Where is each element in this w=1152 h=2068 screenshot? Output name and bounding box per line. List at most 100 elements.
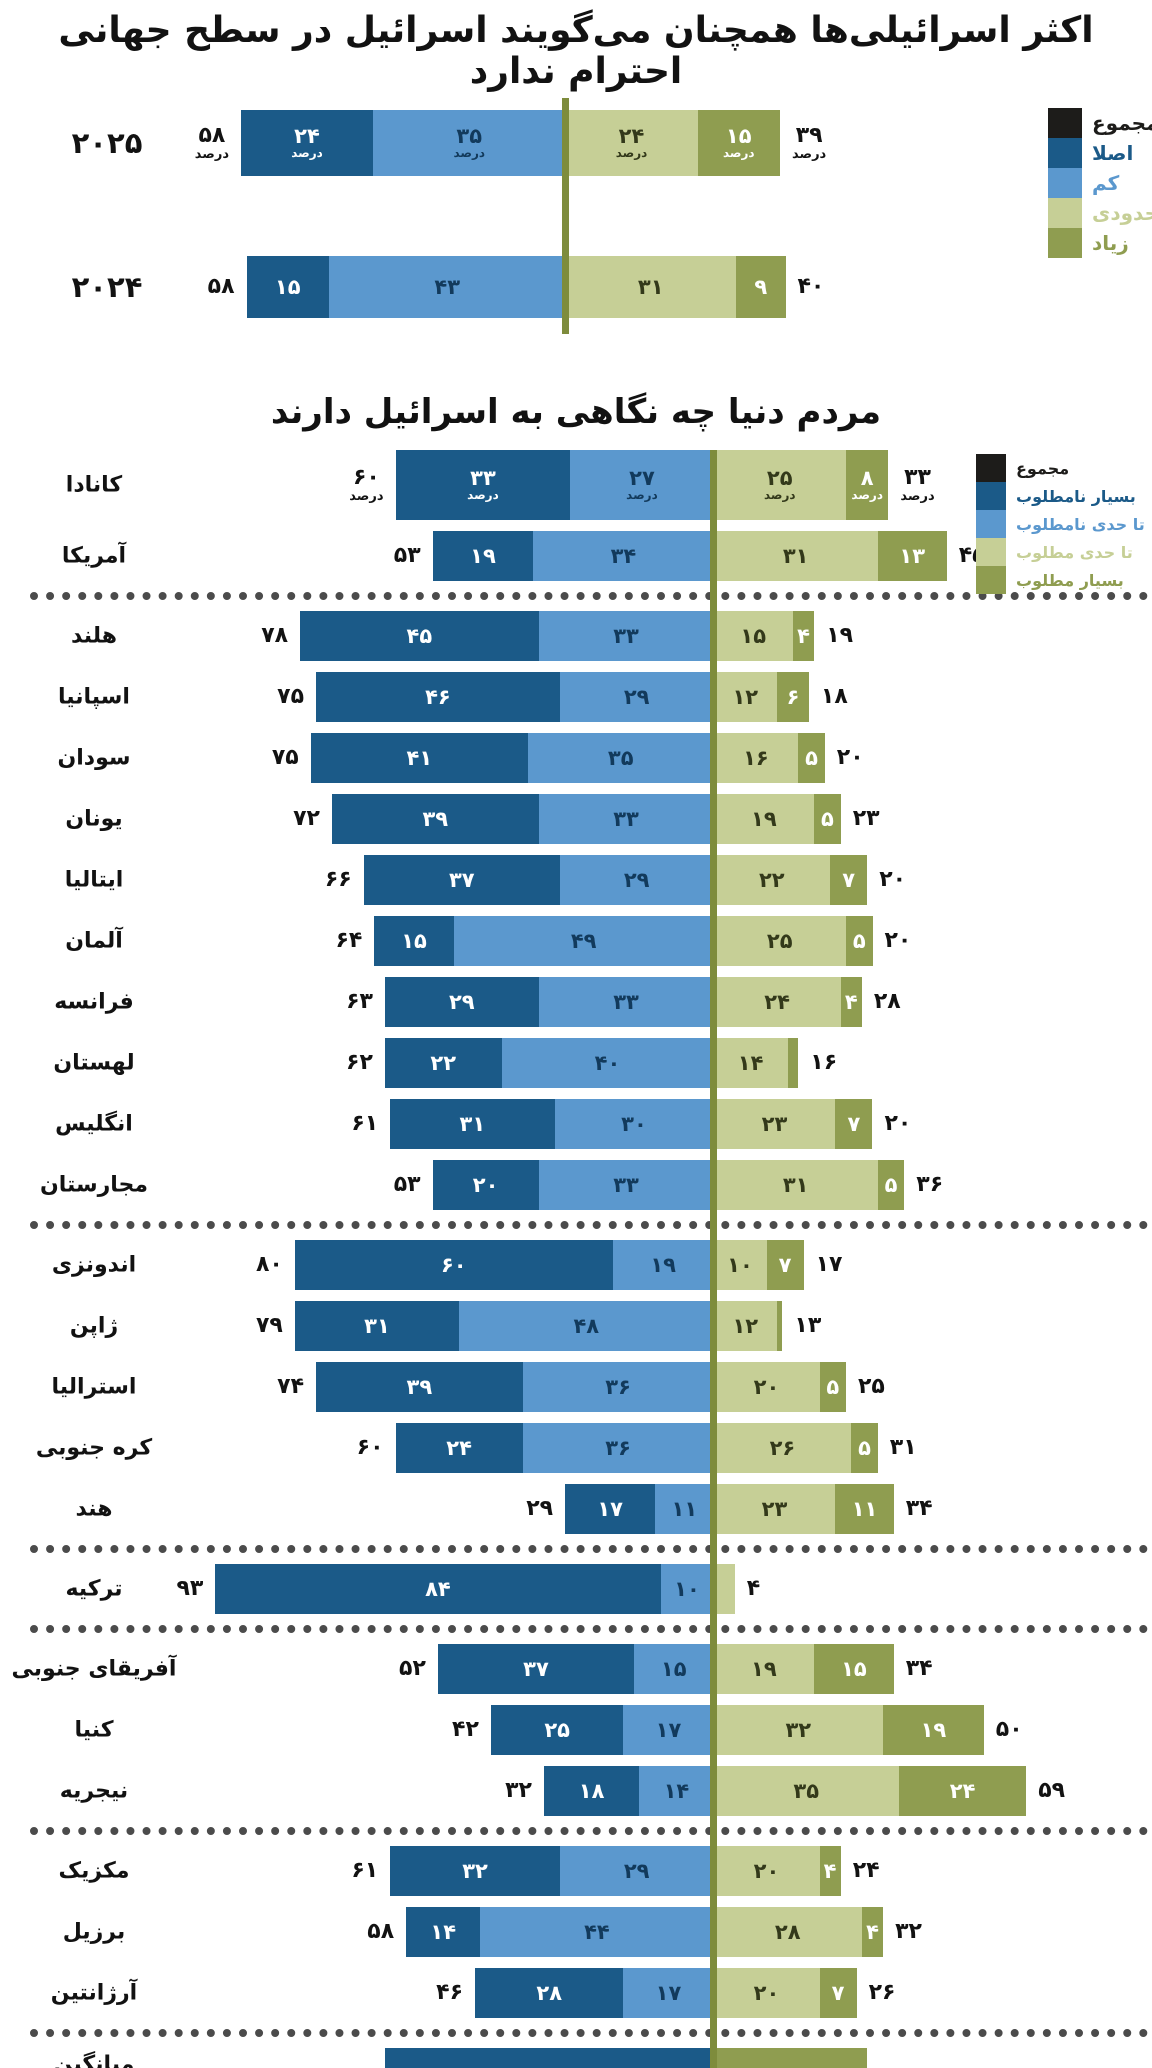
segment-value: ۳۱ — [637, 274, 664, 299]
total-value: ۱۳ — [794, 1312, 822, 1338]
legend-label: مجموع — [1016, 458, 1070, 478]
favorable-bar-group: ۲۹ — [713, 2048, 868, 2068]
total-value: ۶۴ — [335, 927, 363, 953]
left-total: ۶۱ — [339, 1857, 390, 1883]
total-value: ۳۱ — [889, 1434, 917, 1460]
bar-segment-dark-blue: ۲۵ — [490, 1705, 624, 1755]
segment-value: ۳۳ — [613, 806, 639, 831]
total-value: ۵۳ — [393, 542, 421, 568]
left-total: ۷۵ — [265, 685, 316, 708]
country-row: ژاپن ۷۹ ۳۱ ۴۸ ۱۲ ۱۳ — [0, 1301, 1152, 1351]
country-row: فرانسه ۶۳ ۲۹ ۳۳ ۲۴ ۴ ۲۸ — [0, 977, 1152, 1027]
segment-value: ۴ — [823, 1858, 837, 1883]
country-row: کنیا ۴۲ ۲۵ ۱۷ ۳۲ ۱۹ ۵۰ — [0, 1705, 1152, 1755]
segment-value: ۲۰ — [753, 1980, 780, 2005]
legend-label: زیاد — [1092, 231, 1129, 255]
right-total: ۱۹ — [814, 624, 865, 647]
total-value: ۲۵ — [858, 1373, 885, 1399]
segment-value: ۲۰ — [753, 1858, 780, 1883]
segment-value: ۲۴ — [949, 1778, 976, 1803]
bar-segment-light-blue: ۱۴ — [639, 1766, 714, 1816]
segment-value: ۳۶ — [605, 1374, 631, 1399]
country-row: هند ۲۹ ۱۷ ۱۱ ۲۳ ۱۱ ۳۴ — [0, 1484, 1152, 1534]
total-value: ۴۰ — [797, 273, 825, 299]
favorable-bar-group: ۲۲ ۷ ۲۰ — [713, 855, 919, 905]
year-row: ۲۰۲۵ ۵۸ درصد ۲۴ درصد ۳۵ درصد ۲۴ درصد ۱۵ درصد ۳۹ درصد — [0, 110, 1152, 176]
left-total: ۶۳ — [334, 990, 385, 1013]
total-value: ۲۳ — [852, 805, 880, 831]
right-total: ۲۰ — [873, 929, 924, 952]
left-total: ۶۰ درصد — [337, 466, 395, 502]
country-label: ژاپن — [69, 1313, 119, 1339]
favorable-bar-group: ۲۴ ۴ ۲۸ — [713, 977, 913, 1027]
bar-segment-olive: ۵ — [846, 916, 873, 966]
country-label: مکزیک — [58, 1858, 130, 1884]
left-total: ۵۳ — [382, 1173, 433, 1196]
group-separator — [30, 1625, 1148, 1633]
total-percent-word: درصد — [900, 488, 935, 504]
left-total: ۶۲ — [334, 1051, 385, 1074]
main-chart-legend: مجموع بسیار نامطلوب تا حدی نامطلوب تا حدی م… — [976, 454, 1145, 594]
segment-value: ۱۱ — [851, 1496, 878, 1521]
bar-segment-light-blue: ۱۹ — [612, 1240, 714, 1290]
total-value: ۶۱ — [351, 1857, 379, 1883]
right-total: ۳۶ — [904, 1173, 955, 1196]
country-label: اسپانیا — [58, 684, 130, 710]
country-label: فرانسه — [54, 989, 134, 1015]
right-total: ۴ — [735, 1575, 772, 1601]
segment-value: ۲۳ — [761, 1496, 788, 1521]
right-total: ۲۰ — [867, 868, 918, 891]
bar-segment-light-olive: ۲۶ — [713, 1423, 852, 1473]
right-total: ۳۹ درصد — [780, 124, 838, 160]
unfavorable-bar-group: ۶۱ ۳۱ ۳۰ — [339, 1099, 714, 1149]
segment-value: ۳۱ — [364, 1313, 390, 1338]
left-total: ۷۸ — [249, 624, 300, 647]
segment-value: ۳۰ — [621, 1111, 647, 1136]
segment-value: ۲۸ — [774, 1919, 801, 1944]
bar-segment-light-olive: ۳۱ — [713, 531, 878, 581]
segment-value: ۳۳ — [613, 623, 639, 648]
segment-percent-word: درصد — [453, 146, 486, 161]
bar-segment-light-olive: ۳۵ — [713, 1766, 899, 1816]
country-row: استرالیا ۷۴ ۳۹ ۳۶ ۲۰ ۵ ۲۵ — [0, 1362, 1152, 1412]
bar-segment-light-olive: ۲۰ — [713, 1968, 820, 2018]
segment-value: ۲۴ — [618, 124, 645, 149]
bar-segment-dark-blue: ۳۳ درصد — [395, 450, 571, 520]
bar-segment-olive: ۴ — [819, 1846, 841, 1896]
unfavorable-bar-group: ۲۹ ۱۷ ۱۱ — [514, 1484, 714, 1534]
segment-value: ۳۹ — [406, 1374, 433, 1399]
bar-segment-dark-blue: ۱۷ — [565, 1484, 656, 1534]
unfavorable-bar-group: ۶۰ ۲۴ ۳۶ — [345, 1423, 714, 1473]
total-value: ۵۸ — [198, 123, 226, 149]
bar-segment-light-olive — [713, 1564, 735, 1614]
unfavorable-bar-group: ۷۸ ۴۵ ۳۳ — [249, 611, 714, 661]
bar-segment-light-blue: ۱۵ — [634, 1644, 714, 1694]
segment-value: ۳۵ — [456, 124, 483, 149]
bar-segment-light-olive: ۲۰ — [713, 1362, 820, 1412]
legend-swatch-olive — [1048, 228, 1082, 258]
bar-segment-dark-blue: ۳۱ — [294, 1301, 460, 1351]
favorable-bar-group: ۳۱ ۹ ۴۰ — [565, 256, 837, 318]
segment-value: ۴۹ — [570, 928, 597, 953]
bar-segment-dark-blue: ۲۴ — [395, 1423, 523, 1473]
segment-value: ۱۴ — [737, 1050, 764, 1075]
bar-segment-light-blue: ۳۳ — [538, 1160, 714, 1210]
segment-value: ۱۷ — [597, 1496, 623, 1521]
country-label: مجارستان — [39, 1172, 149, 1198]
total-value: ۴ — [746, 1575, 761, 1601]
unfavorable-bar-group: ۳۲ ۱۸ ۱۴ — [493, 1766, 714, 1816]
favorable-bar-group: ۱۴ ۱۶ — [713, 1038, 850, 1088]
bar-segment-olive: ۸ درصد — [846, 450, 889, 520]
bar-segment-light-blue: ۳۳ — [538, 794, 714, 844]
segment-value: ۱۰ — [727, 1252, 753, 1277]
left-total: ۳۲ — [493, 1779, 544, 1802]
segment-value: ۱۴ — [663, 1778, 690, 1803]
bar-segment-dark-blue: ۴۱ — [310, 733, 528, 783]
segment-percent-word: درصد — [763, 488, 796, 503]
legend-swatch-light-blue — [976, 510, 1006, 538]
bar-segment-olive: ۲۹ — [713, 2048, 868, 2068]
left-total: ۵۳ — [382, 542, 433, 568]
top-chart: مجموعاصلاکمتاحدودیزیاد ۲۰۲۵۵۸درصد۲۴درصد۳… — [0, 98, 1152, 358]
favorable-bar-group: ۱۶ ۵ ۲۰ — [713, 733, 876, 783]
bar-segment-olive: ۷ — [835, 1099, 873, 1149]
